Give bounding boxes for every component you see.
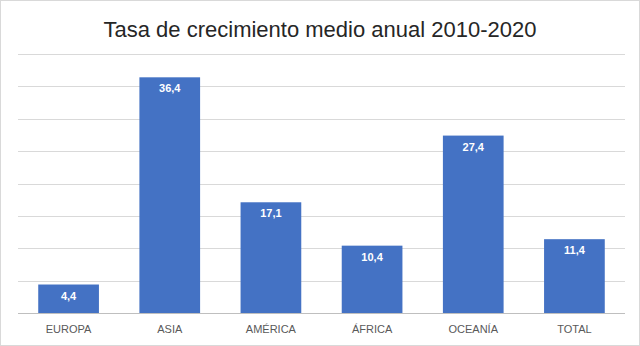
bar bbox=[342, 246, 403, 313]
bar bbox=[544, 239, 605, 313]
chart-frame bbox=[1, 1, 640, 346]
bars bbox=[38, 77, 605, 313]
bar bbox=[443, 136, 504, 313]
bar bbox=[241, 202, 302, 313]
data-label: 17,1 bbox=[260, 207, 281, 219]
grid-line bbox=[18, 216, 625, 217]
grid-line bbox=[18, 119, 625, 120]
data-label: 27,4 bbox=[463, 141, 485, 153]
x-tick-label: ASIA bbox=[157, 323, 183, 335]
grid-line bbox=[18, 313, 625, 314]
x-tick-labels: EUROPA ASIA AMÉRICA ÁFRICA OCEANÍA TOTAL bbox=[46, 323, 592, 335]
chart-svg: Tasa de crecimiento medio anual 2010-202… bbox=[0, 0, 640, 346]
chart-title: Tasa de crecimiento medio anual 2010-202… bbox=[104, 17, 537, 42]
data-label: 4,4 bbox=[61, 290, 77, 302]
grid-line bbox=[18, 54, 625, 55]
data-label: 11,4 bbox=[564, 244, 586, 256]
grid-line bbox=[18, 151, 625, 152]
bar bbox=[38, 285, 99, 313]
data-label: 36,4 bbox=[159, 82, 181, 94]
data-label: 10,4 bbox=[361, 251, 383, 263]
grid-line bbox=[18, 184, 625, 185]
x-tick-label: ÁFRICA bbox=[352, 323, 393, 335]
grid-line bbox=[18, 281, 625, 282]
x-tick-label: EUROPA bbox=[46, 323, 92, 335]
x-tick-label: AMÉRICA bbox=[246, 323, 297, 335]
bar bbox=[139, 77, 200, 313]
x-tick-label: OCEANÍA bbox=[448, 323, 498, 335]
data-labels: 4,4 36,4 17,1 10,4 27,4 11,4 bbox=[61, 82, 586, 301]
chart-container: Tasa de crecimiento medio anual 2010-202… bbox=[0, 0, 640, 346]
grid-line bbox=[18, 248, 625, 249]
grid bbox=[18, 55, 625, 314]
grid-line bbox=[18, 86, 625, 87]
x-tick-label: TOTAL bbox=[557, 323, 591, 335]
